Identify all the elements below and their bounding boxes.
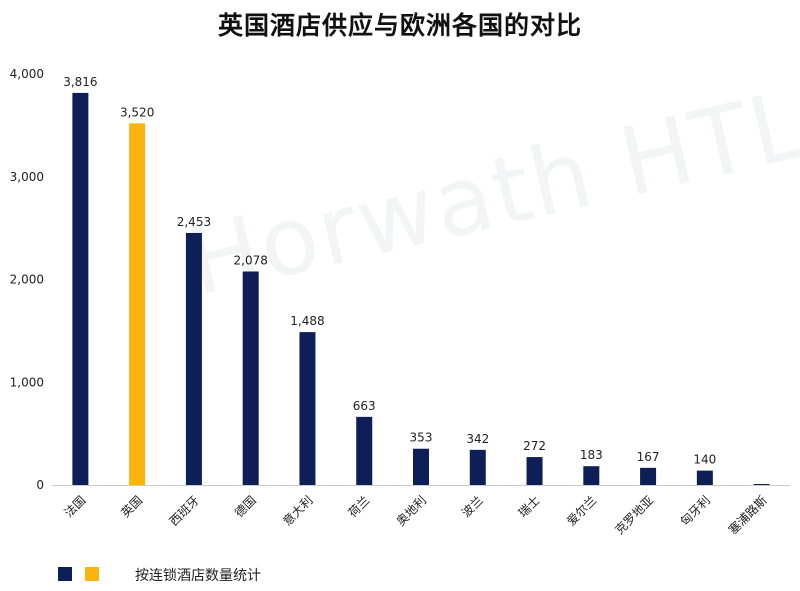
data-label: 272: [523, 439, 546, 453]
y-tick-label: 2,000: [10, 273, 44, 287]
y-tick-label: 4,000: [10, 67, 44, 81]
x-tick-label: 克罗地亚: [612, 493, 656, 537]
bar: [696, 470, 713, 485]
bar: [356, 416, 373, 485]
y-tick-label: 1,000: [10, 375, 44, 389]
data-label: 1,488: [290, 314, 324, 328]
bar: [469, 449, 486, 485]
data-label: 353: [410, 431, 433, 445]
chart-title: 英国酒店供应与欧洲各国的对比: [217, 11, 582, 40]
data-label: 663: [353, 399, 376, 413]
bar: [640, 467, 657, 485]
bar: [526, 457, 543, 485]
legend-label: 按连锁酒店数量统计: [135, 568, 261, 584]
data-label: 2,078: [234, 253, 268, 267]
x-tick-label: 荷兰: [345, 493, 372, 520]
x-tick-label: 塞浦路斯: [725, 493, 770, 538]
x-tick-label: 奥地利: [394, 493, 429, 528]
legend-swatch-navy: [58, 567, 72, 581]
x-tick-label: 波兰: [459, 493, 486, 520]
legend-swatch-orange: [85, 567, 99, 581]
bar: [129, 123, 146, 485]
x-tick-label: 匈牙利: [678, 493, 713, 528]
bar: [185, 232, 202, 485]
x-tick-label: 西班牙: [167, 493, 202, 528]
bar: [413, 448, 429, 485]
x-tick-label: 英国: [118, 493, 145, 520]
bar: [299, 332, 316, 485]
bar: [583, 466, 600, 485]
x-tick-label: 德国: [231, 493, 259, 521]
x-tick-label: 爱尔兰: [563, 493, 599, 529]
data-label: 140: [693, 453, 716, 467]
bar: [72, 92, 89, 485]
y-tick-label: 3,000: [10, 170, 44, 184]
x-tick-label: 法国: [62, 493, 89, 520]
x-tick-label: 瑞士: [516, 493, 543, 520]
bar: [242, 271, 259, 485]
y-tick-label: 0: [36, 478, 44, 492]
data-label: 183: [580, 448, 603, 462]
data-label: 3,520: [120, 105, 154, 119]
data-label: 167: [637, 450, 660, 464]
data-label: 2,453: [177, 215, 211, 229]
x-tick-label: 意大利: [280, 493, 316, 529]
data-label: 342: [466, 432, 489, 446]
data-label: 3,816: [63, 75, 97, 89]
